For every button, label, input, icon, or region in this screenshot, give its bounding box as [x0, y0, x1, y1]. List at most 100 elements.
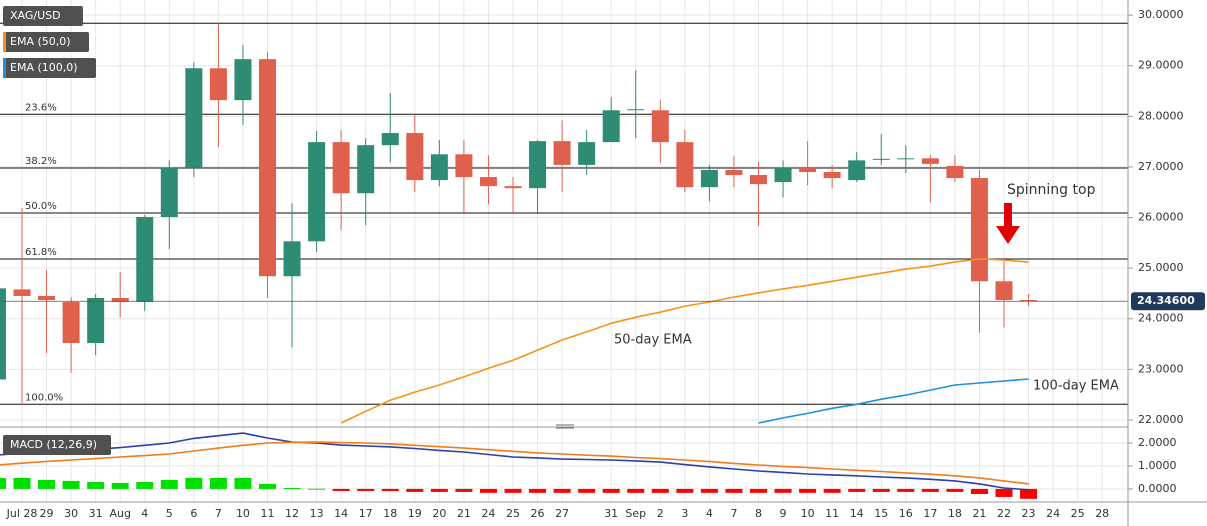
fib-label: 38.2% — [25, 156, 57, 167]
x-tick-label: 2 — [657, 507, 664, 520]
histogram-bar — [529, 488, 547, 493]
legend-swatch — [3, 58, 6, 78]
ema-line — [340, 258, 1029, 424]
histogram-bar — [872, 488, 890, 492]
candle-body — [921, 158, 939, 164]
histogram-bar — [234, 477, 252, 489]
legend-swatch — [3, 32, 6, 52]
legend-label: EMA (50,0) — [10, 35, 71, 48]
y-tick-label: 26.0000 — [1138, 211, 1184, 224]
candle-body — [283, 241, 301, 277]
histogram-bar — [970, 488, 988, 494]
histogram-bar — [921, 488, 939, 492]
histogram-bar — [406, 488, 424, 492]
candle-body — [872, 158, 890, 160]
x-tick-label: 14 — [334, 507, 348, 520]
x-tick-label: 9 — [780, 507, 787, 520]
x-tick-label: 22 — [997, 507, 1011, 520]
y-tick-label: 27.0000 — [1138, 160, 1184, 173]
x-tick-label: Sep — [625, 507, 646, 520]
histogram-bar — [700, 488, 718, 493]
x-tick-label: 21 — [457, 507, 471, 520]
candle-body — [1020, 300, 1038, 302]
histogram-bar — [357, 488, 375, 491]
x-tick-label: 5 — [166, 507, 173, 520]
fib-label: 23.6% — [25, 102, 57, 113]
x-tick-label: 18 — [948, 507, 962, 520]
x-tick-label: 30 — [64, 507, 78, 520]
x-tick-label: 7 — [730, 507, 737, 520]
histogram-bar — [651, 488, 669, 493]
x-tick-label: 10 — [236, 507, 250, 520]
x-tick-label: 12 — [285, 507, 299, 520]
histogram-bar — [995, 488, 1013, 497]
x-tick-label: 28 — [1095, 507, 1109, 520]
x-tick-label: 21 — [972, 507, 986, 520]
candle-body — [578, 142, 596, 165]
histogram-bar — [848, 488, 866, 492]
x-tick-label: 6 — [190, 507, 197, 520]
candle-body — [946, 165, 964, 179]
x-tick-label: 17 — [923, 507, 937, 520]
candle-body — [651, 110, 669, 143]
candle-body — [970, 178, 988, 282]
histogram-bar — [504, 488, 522, 493]
histogram-bar — [283, 488, 301, 489]
candle-body — [504, 186, 522, 189]
candle-body — [234, 59, 252, 101]
histogram-bar — [111, 482, 129, 489]
candle-body — [332, 142, 350, 194]
x-tick-label: 13 — [310, 507, 324, 520]
y-tick-label: 1.0000 — [1138, 459, 1177, 472]
histogram-bar — [185, 477, 203, 489]
histogram-bar — [750, 488, 767, 493]
x-tick-label: 17 — [359, 507, 373, 520]
x-tick-label: 4 — [141, 507, 148, 520]
histogram-bar — [62, 480, 80, 489]
histogram-bar — [160, 479, 178, 489]
candle-body — [823, 171, 841, 179]
histogram-bar — [627, 488, 645, 493]
candle-body — [0, 288, 6, 380]
histogram-bar — [0, 477, 6, 489]
candle-body — [553, 141, 571, 165]
histogram-bar — [602, 488, 620, 493]
annotation: Spinning top — [1007, 182, 1096, 198]
candle-body — [62, 302, 80, 344]
x-tick-label: 18 — [383, 507, 397, 520]
candle-body — [995, 281, 1013, 301]
histogram-bar — [676, 488, 694, 493]
histogram-bar — [479, 488, 497, 493]
x-tick-label: 4 — [706, 507, 713, 520]
candle-body — [627, 109, 645, 111]
candle-body — [87, 297, 105, 344]
histogram-bar — [1020, 488, 1038, 499]
candle-body — [799, 167, 817, 172]
legend-box — [3, 58, 96, 78]
x-tick-label: 11 — [261, 507, 275, 520]
histogram-bar — [897, 488, 915, 492]
x-tick-label: 25 — [1071, 507, 1085, 520]
candle-body — [848, 160, 866, 181]
x-tick-label: 27 — [555, 507, 569, 520]
annotation: 100-day EMA — [1033, 379, 1119, 394]
y-tick-label: 28.0000 — [1138, 109, 1184, 122]
histogram-bar — [209, 477, 227, 489]
y-tick-label: 0.0000 — [1138, 482, 1177, 495]
histogram-bar — [823, 488, 841, 493]
x-tick-label: 26 — [531, 507, 545, 520]
candle-body — [185, 68, 203, 168]
legend-label: XAG/USD — [10, 9, 61, 22]
histogram-bar — [38, 479, 56, 489]
macd-line — [0, 432, 1029, 491]
splitter-handle — [556, 424, 574, 429]
fib-label: 50.0% — [25, 201, 57, 212]
candle-body — [357, 145, 375, 194]
last-price-label: 24.34600 — [1137, 294, 1195, 307]
x-tick-label: 8 — [755, 507, 762, 520]
x-tick-label: 7 — [215, 507, 222, 520]
fib-label: 61.8% — [25, 247, 57, 258]
x-tick-label: 20 — [432, 507, 446, 520]
candle-body — [111, 297, 129, 303]
candle-body — [38, 295, 56, 301]
